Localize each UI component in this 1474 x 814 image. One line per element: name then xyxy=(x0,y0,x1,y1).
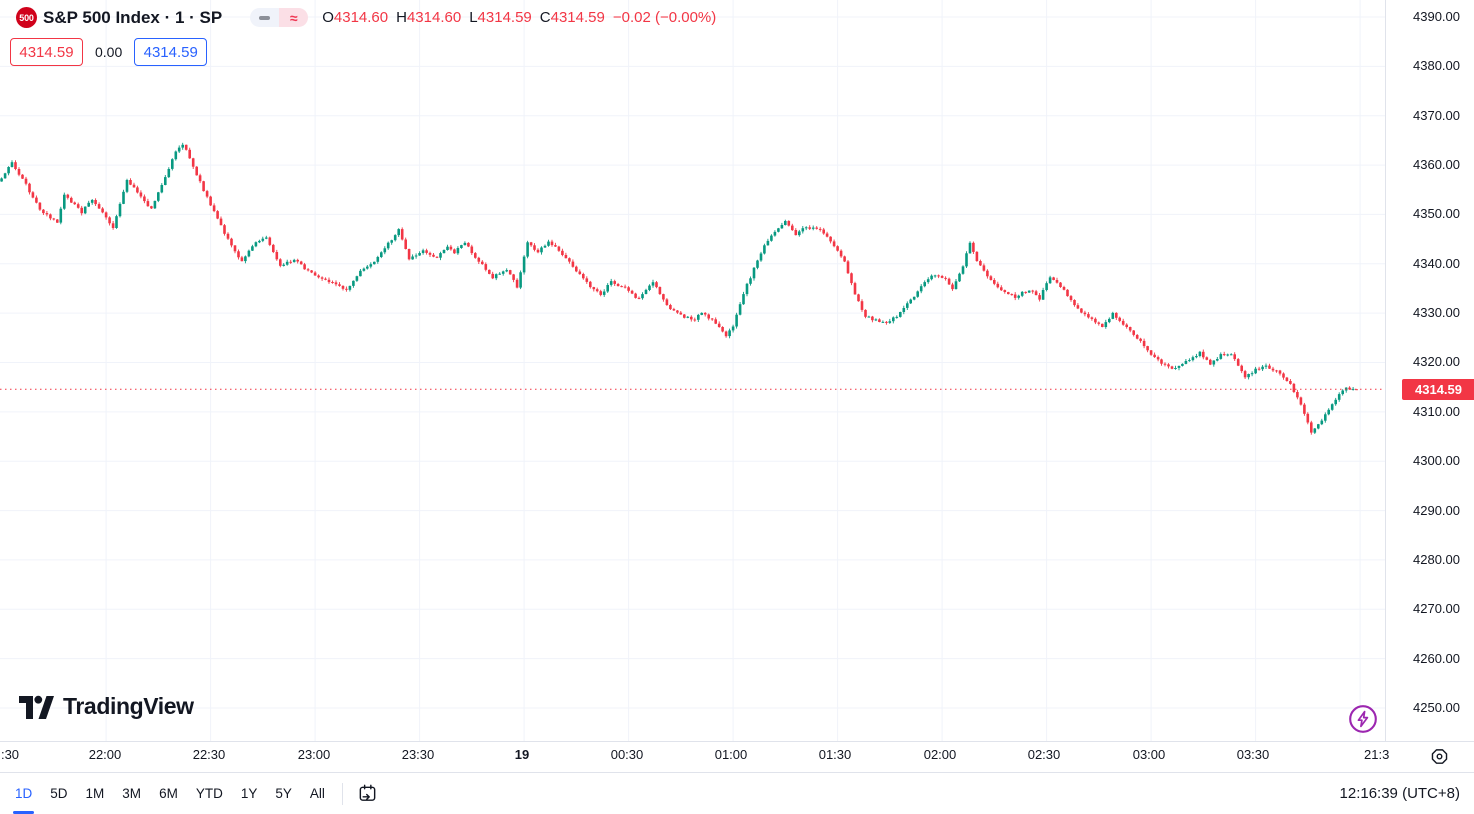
time-tick-label: 00:30 xyxy=(610,747,644,762)
instant-order-lightning-button[interactable] xyxy=(1348,704,1378,734)
close-label: C xyxy=(539,9,551,26)
high-value: 4314.60 xyxy=(406,9,462,26)
symbol-title[interactable]: S&P 500 Index · 1 · SP xyxy=(43,7,223,27)
low-value: 4314.59 xyxy=(477,9,532,26)
tradingview-mark-icon xyxy=(19,695,54,719)
price-tick-label: 4290.00 xyxy=(1413,502,1460,518)
close-value: 4314.59 xyxy=(550,9,605,26)
price-axis[interactable]: 4314.59 4390.00 4380.00 4370.00 4360.00 4350… xyxy=(1385,0,1474,741)
time-tick-label: 22:30 xyxy=(192,747,226,762)
range-button-ytd[interactable]: YTD xyxy=(187,783,232,804)
lightning-icon xyxy=(1349,705,1377,733)
gear-icon xyxy=(1431,748,1447,764)
axis-settings-button[interactable] xyxy=(1428,745,1450,767)
price-tick-label: 4280.00 xyxy=(1413,551,1460,567)
open-value: 4314.60 xyxy=(333,9,389,26)
range-button-3m[interactable]: 3M xyxy=(113,783,150,804)
last-price-badge: 4314.59 xyxy=(1402,378,1474,400)
range-button-5d[interactable]: 5D xyxy=(41,783,76,804)
go-to-date-button[interactable] xyxy=(355,781,380,806)
range-button-6m[interactable]: 6M xyxy=(150,783,187,804)
legend-source-toggle[interactable]: ≈ xyxy=(250,8,309,27)
time-tick-label: 02:00 xyxy=(923,747,957,762)
price-tick-label: 4250.00 xyxy=(1413,699,1460,715)
price-tick-label: 4270.00 xyxy=(1413,601,1460,617)
range-button-5y[interactable]: 5Y xyxy=(266,783,301,804)
date-range-switcher: 1D 5D 1M 3M 6M YTD 1Y 5Y All xyxy=(6,783,334,814)
change-value: −0.02 (−0.00%) xyxy=(612,9,717,26)
sell-price-button[interactable]: 4314.59 xyxy=(10,38,83,66)
range-button-1d[interactable]: 1D xyxy=(6,783,41,814)
tradingview-logo[interactable]: TradingView xyxy=(18,692,194,720)
price-tick-label: 4360.00 xyxy=(1413,157,1460,173)
spread-value: 0.00 xyxy=(95,44,123,60)
time-tick-label: 03:30 xyxy=(1236,747,1270,762)
range-button-1y[interactable]: 1Y xyxy=(232,783,267,804)
range-button-1m[interactable]: 1M xyxy=(77,783,114,804)
toolbar-divider xyxy=(341,782,343,805)
high-label: H xyxy=(396,9,407,26)
price-tick-label: 4380.00 xyxy=(1413,58,1460,74)
time-tick-label: 23:30 xyxy=(401,747,435,762)
price-tick-label: 4260.00 xyxy=(1413,650,1460,666)
symbol-logo: 500 xyxy=(16,7,37,28)
open-label: O xyxy=(322,9,334,26)
price-tick-label: 4320.00 xyxy=(1413,354,1460,370)
range-button-all[interactable]: All xyxy=(301,783,334,804)
hide-indicator-icon[interactable] xyxy=(250,8,280,27)
calendar-icon xyxy=(359,784,376,801)
time-axis[interactable]: 21:3 :30 22:00 22:30 23:00 23:30 19 00:30 01:00… xyxy=(0,741,1474,773)
time-tick-label: :30 xyxy=(0,747,20,762)
bottom-toolbar: 1D 5D 1M 3M 6M YTD 1Y 5Y All 12:16:39 (UTC+8) xyxy=(0,772,1474,814)
buy-price-button[interactable]: 4314.59 xyxy=(134,38,208,66)
time-tick-label: 02:30 xyxy=(1027,747,1061,762)
price-tick-label: 4350.00 xyxy=(1413,206,1460,222)
time-tick-label: 22:00 xyxy=(88,747,122,762)
time-tick-label: 23:00 xyxy=(297,747,331,762)
time-tick-label: 01:30 xyxy=(818,747,852,762)
time-tick-label: 19 xyxy=(514,747,530,762)
candlestick-chart[interactable] xyxy=(0,0,1385,741)
tradingview-logo-text: TradingView xyxy=(63,692,194,719)
price-tick-label: 4300.00 xyxy=(1413,453,1460,469)
time-tick-label: 03:00 xyxy=(1132,747,1166,762)
approx-price-icon[interactable]: ≈ xyxy=(279,8,309,27)
session-clock[interactable]: 12:16:39 (UTC+8) xyxy=(1339,785,1460,802)
price-tick-label: 4390.00 xyxy=(1413,9,1460,24)
dash-icon xyxy=(259,15,271,20)
price-tick-label: 4340.00 xyxy=(1413,255,1460,271)
time-tick-label: 01:00 xyxy=(714,747,748,762)
low-label: L xyxy=(469,9,478,26)
ohlc-readout: O 4314.60 H 4314.60 L 4314.59 C 4314.59 −0.0… xyxy=(322,9,716,26)
price-tick-label: 4310.00 xyxy=(1413,403,1460,419)
price-tick-label: 4370.00 xyxy=(1413,107,1460,123)
next-session-time-label: 21:3 xyxy=(1364,747,1390,762)
price-tick-label: 4330.00 xyxy=(1413,305,1460,321)
